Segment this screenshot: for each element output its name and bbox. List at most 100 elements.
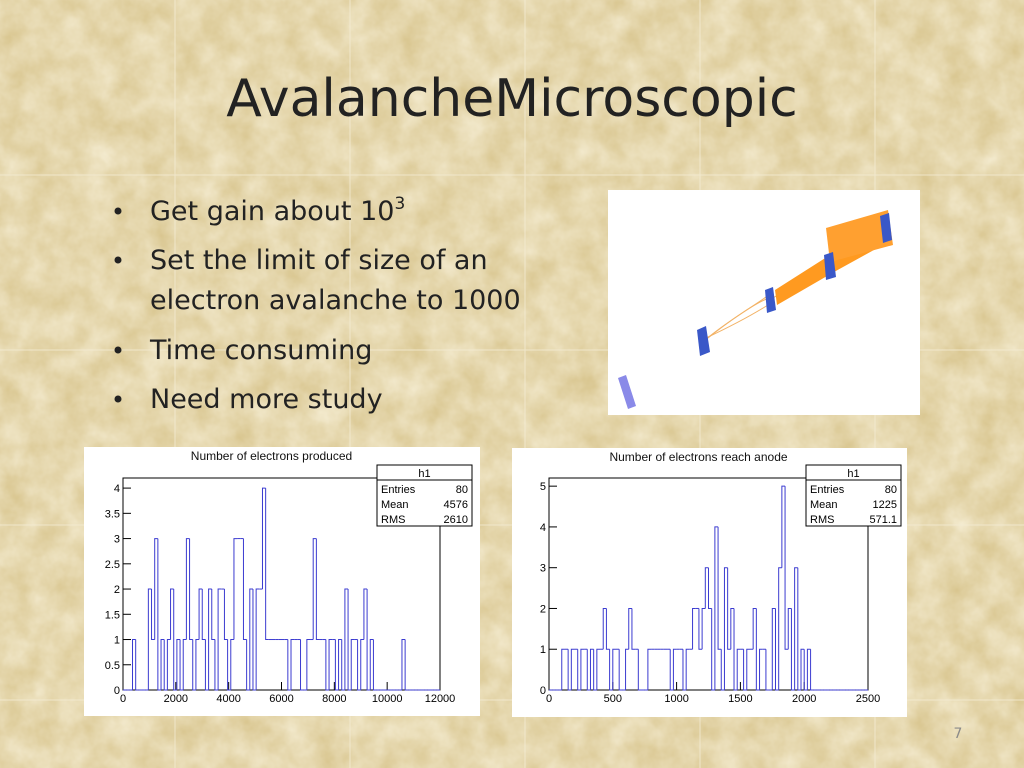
histogram-bin xyxy=(759,648,763,690)
y-tick-label: 1.5 xyxy=(105,609,120,621)
histogram-bin xyxy=(605,608,610,650)
histogram-bin xyxy=(730,607,735,650)
histogram-bin xyxy=(714,526,719,690)
stats-value: 571.1 xyxy=(869,514,897,526)
histogram-bin xyxy=(602,607,607,650)
histogram-bin xyxy=(195,639,200,690)
histogram-chart: Number of electrons produced 0 0.5 1 1.5 2 2.5… xyxy=(84,447,480,716)
histogram-bin xyxy=(249,588,253,690)
histogram-bin xyxy=(192,639,196,691)
chart-title: Number of electrons reach anode xyxy=(609,450,787,464)
histogram-bin xyxy=(589,648,594,690)
histogram-bin xyxy=(794,567,798,690)
histogram-bin xyxy=(223,589,228,641)
histogram-bin xyxy=(132,639,136,690)
histogram-bin xyxy=(577,649,581,691)
histogram-bin xyxy=(669,649,674,691)
stats-value: 2610 xyxy=(444,514,468,526)
histogram-bin xyxy=(157,538,162,691)
histogram-bin xyxy=(631,608,636,650)
histogram-bin xyxy=(704,567,709,609)
histogram-bin xyxy=(360,639,364,690)
histogram-bin xyxy=(746,648,750,690)
stats-value: 80 xyxy=(885,484,897,496)
stats-label: Mean xyxy=(381,499,409,511)
histogram-bin xyxy=(230,639,234,690)
stats-label: Entries xyxy=(810,484,845,496)
histogram-bin xyxy=(692,607,696,650)
histogram-bin xyxy=(211,589,215,641)
histogram-bin xyxy=(752,607,757,650)
histogram-bin xyxy=(612,648,616,690)
y-tick-label: 0 xyxy=(540,685,546,697)
histogram-bin xyxy=(593,649,597,691)
histogram-bin xyxy=(736,648,741,690)
x-tick-label: 0 xyxy=(120,693,126,705)
bullet-text: Need more study xyxy=(150,384,383,415)
x-tick-label: 4000 xyxy=(216,693,240,705)
stats-value: 1225 xyxy=(873,499,897,511)
stats-name: h1 xyxy=(418,468,430,480)
x-tick-label: 12000 xyxy=(425,693,456,705)
stats-box xyxy=(805,464,902,527)
histogram-bin xyxy=(682,649,687,691)
x-tick-label: 10000 xyxy=(372,693,403,705)
y-tick-label: 3.5 xyxy=(105,508,120,520)
stats-box xyxy=(376,464,473,527)
y-tick-label: 2 xyxy=(114,584,120,596)
histogram-bin xyxy=(637,649,642,691)
y-tick-label: 0 xyxy=(114,685,120,697)
histogram-bin xyxy=(325,639,330,691)
histogram-bin xyxy=(357,639,361,691)
histogram-bin xyxy=(366,589,371,691)
histogram-bin xyxy=(246,639,250,691)
histogram-bin xyxy=(672,648,677,690)
histogram-bin xyxy=(698,608,703,650)
histogram-bin xyxy=(733,608,738,691)
histogram-bin xyxy=(290,639,295,690)
histogram-bin xyxy=(790,608,795,691)
stats-value: 4576 xyxy=(444,499,468,511)
y-tick-label: 4 xyxy=(114,483,120,495)
histogram-bin xyxy=(717,526,722,650)
histogram-bin xyxy=(328,639,333,690)
y-tick-label: 1 xyxy=(114,635,120,647)
histogram-bin xyxy=(810,649,814,691)
histogram-bin xyxy=(252,589,257,691)
y-tick-label: 3 xyxy=(540,563,546,575)
x-tick-label: 1000 xyxy=(664,693,688,705)
histogram-bin xyxy=(306,639,311,690)
histogram-bin xyxy=(685,648,690,690)
histogram-bin xyxy=(182,639,187,690)
histogram-bin xyxy=(154,538,158,640)
histogram-bin xyxy=(347,589,352,691)
histogram-bin xyxy=(198,588,203,640)
y-tick-label: 0.5 xyxy=(105,660,120,672)
bullet-text: electron avalanche to 1000 xyxy=(150,285,521,316)
histogram-bin xyxy=(765,649,770,691)
x-tick-label: 0 xyxy=(546,693,552,705)
histogram-bin xyxy=(300,639,304,691)
histogram-bin xyxy=(176,639,181,690)
histogram-bin xyxy=(217,588,222,690)
histogram-bin xyxy=(404,639,409,691)
y-tick-label: 1 xyxy=(540,644,546,656)
histogram-bin xyxy=(179,639,184,691)
histogram-bin xyxy=(800,648,805,690)
histogram-bin xyxy=(771,607,776,690)
histogram-bin xyxy=(625,648,629,690)
y-tick-label: 5 xyxy=(540,481,546,493)
histogram-bin xyxy=(727,567,731,650)
histogram-bin xyxy=(160,639,165,690)
histogram-bin xyxy=(315,538,320,641)
page-number: 7 xyxy=(954,726,963,742)
histogram-bin xyxy=(173,589,177,691)
x-tick-label: 8000 xyxy=(322,693,346,705)
histogram-bin xyxy=(208,588,212,690)
x-tick-label: 2000 xyxy=(164,693,188,705)
histogram-bin xyxy=(372,639,377,691)
bullet-list: Get gain about 10 3 Set the limit of size … xyxy=(114,194,521,415)
histogram-bin xyxy=(401,639,406,690)
histogram-bin xyxy=(720,649,725,691)
